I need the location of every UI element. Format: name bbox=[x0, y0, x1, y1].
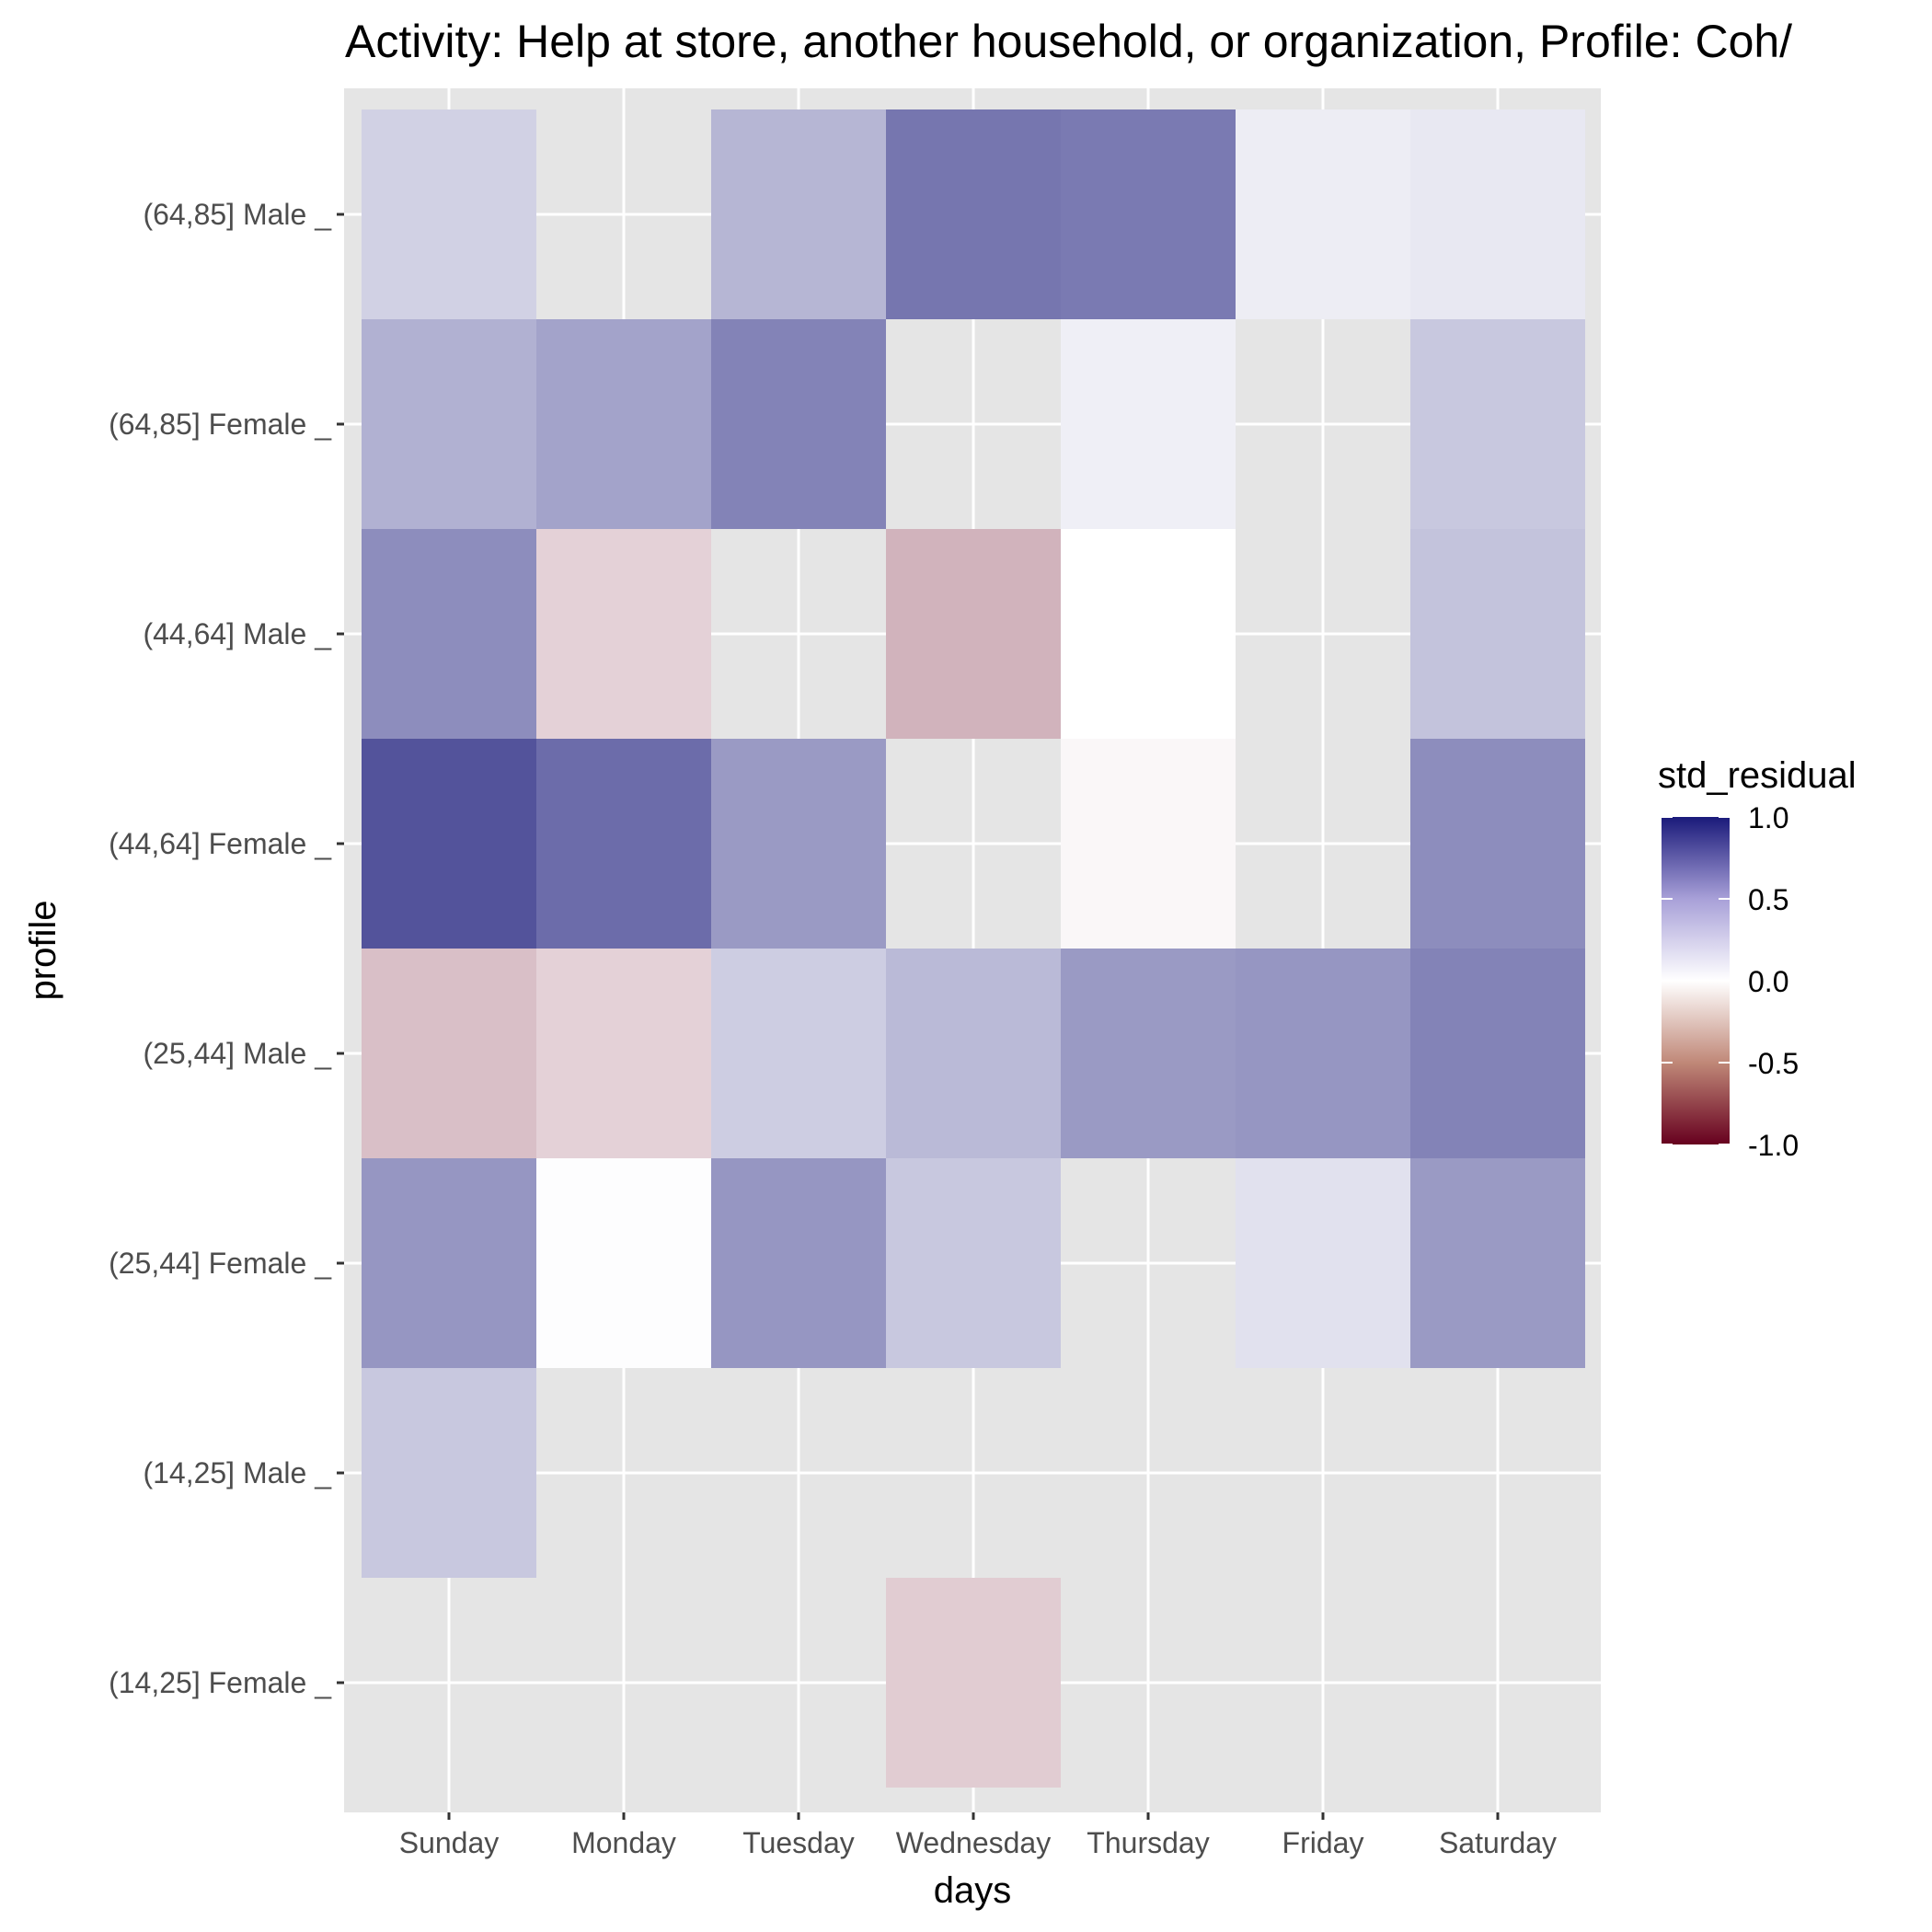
heatmap-cell bbox=[1410, 529, 1585, 739]
heatmap-cell bbox=[362, 1368, 536, 1578]
heatmap-cell bbox=[886, 949, 1061, 1158]
heatmap-cell bbox=[1410, 949, 1585, 1158]
heatmap-cell bbox=[362, 529, 536, 739]
heatmap-cell bbox=[1061, 949, 1236, 1158]
legend-tick-label: -0.5 bbox=[1748, 1047, 1799, 1080]
heatmap-cell bbox=[536, 529, 711, 739]
heatmap-cell bbox=[1410, 1158, 1585, 1368]
x-axis: Sunday Monday Tuesday Wednesday Thursday Frid… bbox=[399, 1812, 1557, 1859]
x-tick-label: Saturday bbox=[1439, 1826, 1557, 1859]
y-axis-title: profile bbox=[23, 901, 63, 1001]
y-tick-label: (64,85] Female _ bbox=[109, 408, 332, 441]
y-tick-label: (44,64] Male _ bbox=[143, 617, 332, 650]
color-legend: std_residual 1.0 0.5 0.0 -0.5 -1.0 bbox=[1658, 755, 1857, 1162]
y-tick-label: (14,25] Female _ bbox=[109, 1666, 332, 1699]
heatmap-cell bbox=[536, 739, 711, 949]
heatmap-cell bbox=[1410, 319, 1585, 529]
heatmap-cell bbox=[1061, 109, 1236, 319]
heatmap-cell bbox=[1236, 949, 1410, 1158]
heatmap-cell bbox=[711, 319, 886, 529]
legend-title: std_residual bbox=[1658, 755, 1857, 796]
x-tick-label: Friday bbox=[1282, 1826, 1364, 1859]
heatmap-cell bbox=[711, 949, 886, 1158]
heatmap-cell bbox=[1061, 739, 1236, 949]
heatmap-cell bbox=[362, 319, 536, 529]
legend-color-bar bbox=[1662, 817, 1730, 1144]
x-tick-label: Sunday bbox=[399, 1826, 500, 1859]
legend-ticks: 1.0 0.5 0.0 -0.5 -1.0 bbox=[1662, 801, 1799, 1162]
heatmap-cell bbox=[886, 1158, 1061, 1368]
x-tick-label: Thursday bbox=[1087, 1826, 1209, 1859]
y-tick-label: (25,44] Female _ bbox=[109, 1247, 332, 1280]
heatmap-cell bbox=[711, 739, 886, 949]
heatmap-cell bbox=[1410, 739, 1585, 949]
y-tick-label: (14,25] Male _ bbox=[143, 1456, 332, 1489]
heatmap-cell bbox=[711, 109, 886, 319]
legend-tick-label: 0.5 bbox=[1748, 883, 1788, 916]
heatmap-cell bbox=[1061, 319, 1236, 529]
heatmap-cell bbox=[536, 949, 711, 1158]
chart-title: Activity: Help at store, another househo… bbox=[345, 16, 1792, 67]
x-tick-label: Tuesday bbox=[742, 1826, 855, 1859]
legend-tick-label: 0.0 bbox=[1748, 965, 1788, 998]
x-tick-label: Monday bbox=[571, 1826, 676, 1859]
heatmap-cell bbox=[362, 949, 536, 1158]
x-axis-title: days bbox=[934, 1870, 1012, 1911]
heatmap-cell bbox=[886, 1578, 1061, 1788]
heatmap-cell bbox=[1061, 529, 1236, 739]
heatmap-cell bbox=[536, 1158, 711, 1368]
heatmap-cell bbox=[536, 319, 711, 529]
heatmap-cell bbox=[362, 109, 536, 319]
heatmap-cell bbox=[1236, 1158, 1410, 1368]
y-tick-label: (44,64] Female _ bbox=[109, 827, 332, 860]
heatmap-cell bbox=[1236, 109, 1410, 319]
legend-tick-label: -1.0 bbox=[1748, 1129, 1799, 1162]
heatmap-cell bbox=[362, 739, 536, 949]
x-tick-label: Wednesday bbox=[896, 1826, 1051, 1859]
heatmap-cell bbox=[711, 1158, 886, 1368]
heatmap-cell bbox=[1410, 109, 1585, 319]
legend-tick-label: 1.0 bbox=[1748, 801, 1788, 834]
heatmap-cells bbox=[362, 109, 1585, 1788]
heatmap-cell bbox=[362, 1158, 536, 1368]
y-tick-label: (64,85] Male _ bbox=[143, 198, 332, 231]
heatmap-cell bbox=[886, 109, 1061, 319]
y-axis: (64,85] Male _ (64,85] Female _ (44,64] Ma… bbox=[109, 198, 344, 1699]
y-tick-label: (25,44] Male _ bbox=[143, 1037, 332, 1070]
heatmap-cell bbox=[886, 529, 1061, 739]
